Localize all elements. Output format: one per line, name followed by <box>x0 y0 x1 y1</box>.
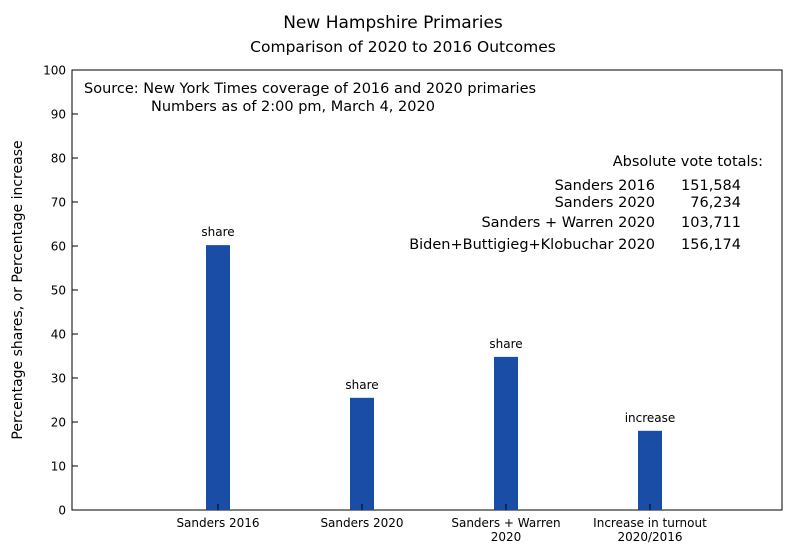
totals-value-biden-buttigieg-klobuchar-2020: 156,174 <box>681 237 741 253</box>
source-line-2: Numbers as of 2:00 pm, March 4, 2020 <box>151 99 435 115</box>
totals-label-biden-buttigieg-klobuchar-2020: Biden+Buttigieg+Klobuchar 2020 <box>409 237 655 253</box>
y-tick-label: 0 <box>58 504 66 518</box>
bar <box>350 397 374 510</box>
y-tick-label: 40 <box>51 328 66 342</box>
totals-value-sanders-2016: 151,584 <box>681 178 741 194</box>
bar-data-label: share <box>345 378 378 392</box>
x-tick-label: Sanders + Warren 2020 <box>451 516 560 544</box>
y-tick-label: 10 <box>51 460 66 474</box>
y-tick-label: 30 <box>51 372 66 386</box>
totals-header: Absolute vote totals: <box>613 154 763 170</box>
data-labels: share share share increase <box>201 225 675 425</box>
bar-data-label: share <box>489 337 522 351</box>
chart-title: New Hampshire Primaries <box>283 13 503 33</box>
totals-value-sanders-warren-2020: 103,711 <box>681 215 741 231</box>
y-tick-label: 80 <box>51 152 66 166</box>
totals-label-sanders-2020: Sanders 2020 <box>555 195 655 211</box>
y-tick-label: 70 <box>51 196 66 210</box>
y-tick-label: 20 <box>51 416 66 430</box>
y-tick-label: 100 <box>43 64 66 78</box>
chart-subtitle: Comparison of 2020 to 2016 Outcomes <box>250 38 556 56</box>
bars <box>206 245 662 510</box>
plot-frame <box>71 69 783 511</box>
x-tick-label: Increase in turnout 2020/2016 <box>593 516 707 544</box>
x-tick-label: Sanders 2016 <box>176 516 259 530</box>
x-tick-label: Sanders 2020 <box>320 516 403 530</box>
bar <box>206 245 230 510</box>
bar-data-label: increase <box>625 411 676 425</box>
bar <box>638 430 662 510</box>
y-tick-label: 60 <box>51 240 66 254</box>
totals-label-sanders-2016: Sanders 2016 <box>555 178 655 194</box>
x-axis: Sanders 2016 Sanders 2020 Sanders + Warren… <box>176 504 707 544</box>
y-axis: 0 10 20 30 40 50 60 70 80 90 100 <box>43 64 78 518</box>
y-axis-label: Percentage shares, or Percentage increas… <box>10 140 26 439</box>
y-tick-label: 90 <box>51 108 66 122</box>
bar-data-label: share <box>201 225 234 239</box>
totals-label-sanders-warren-2020: Sanders + Warren 2020 <box>481 215 655 231</box>
source-line-1: Source: New York Times coverage of 2016 … <box>84 81 536 97</box>
bar <box>494 356 518 510</box>
y-tick-label: 50 <box>51 284 66 298</box>
totals-value-sanders-2020: 76,234 <box>690 195 741 211</box>
